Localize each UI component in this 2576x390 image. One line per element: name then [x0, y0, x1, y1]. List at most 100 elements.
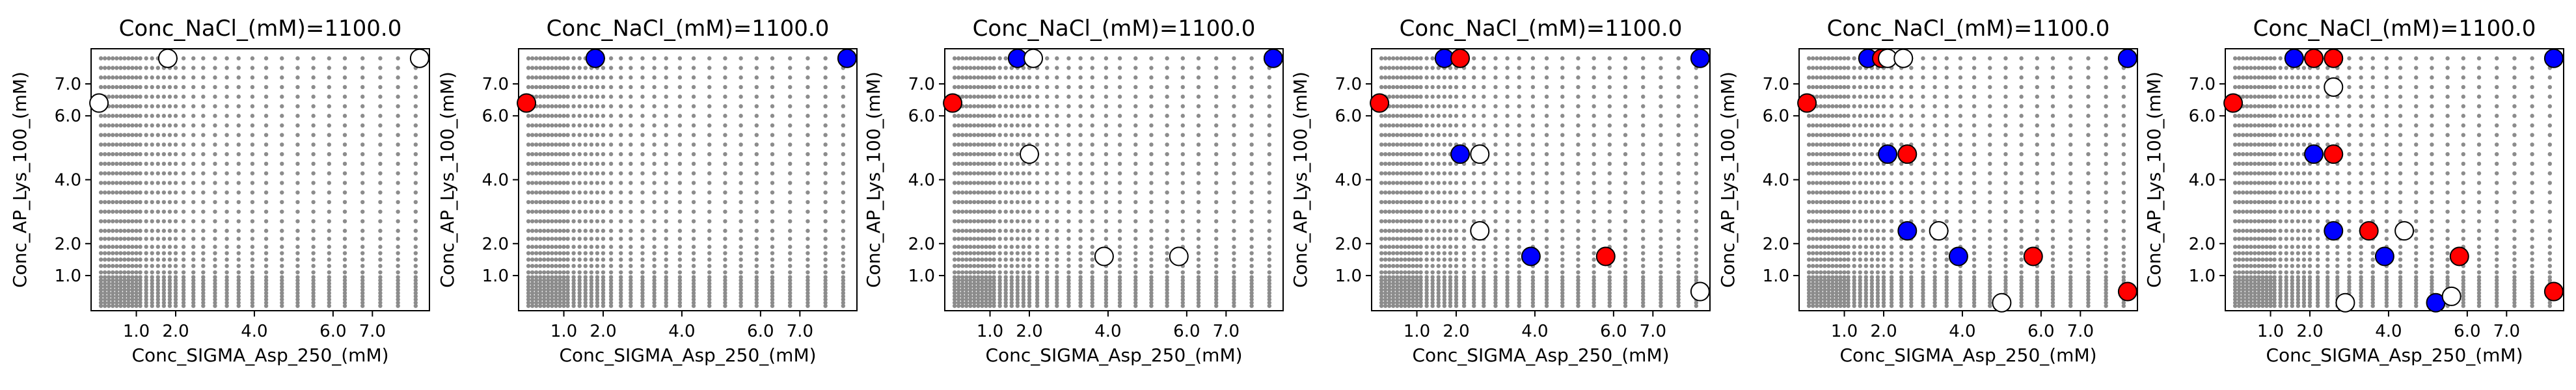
chart-2-grid-point	[562, 251, 566, 255]
chart-2-grid-point	[841, 114, 846, 118]
chart-3-grid-point	[1165, 284, 1169, 289]
chart-2-grid-point	[554, 287, 558, 292]
chart-2-grid-point	[589, 171, 594, 176]
chart-1-grid-point	[118, 84, 123, 90]
chart-4-grid-point	[1517, 66, 1521, 70]
chart-3-grid-point	[1232, 94, 1236, 99]
chart-4-grid-point	[1659, 75, 1663, 80]
chart-2-grid-point	[723, 237, 727, 241]
chart-1-grid-point	[224, 237, 229, 241]
chart-1-grid-point	[156, 219, 160, 224]
chart-2-grid-point	[677, 228, 683, 233]
chart-3-grid-point	[1180, 270, 1186, 275]
chart-3-grid-point	[952, 66, 957, 70]
chart-4-grid-point	[1560, 291, 1565, 296]
chart-1-grid-point	[413, 275, 418, 280]
chart-4-grid-point	[1530, 133, 1536, 137]
chart-4-grid-point	[1411, 270, 1415, 275]
chart-1-grid-point	[156, 123, 160, 128]
chart-4-grid-point	[1694, 104, 1699, 109]
chart-1-grid-point	[167, 244, 172, 249]
chart-1-grid-point	[342, 200, 347, 205]
chart-4-grid-point	[1461, 171, 1467, 176]
chart-4-grid-point	[1623, 263, 1628, 268]
chart-2-grid-point	[652, 251, 657, 255]
chart-2-grid-point	[562, 219, 566, 224]
chart-4-grid-point	[1544, 284, 1549, 289]
chart-1-grid-point	[295, 161, 300, 166]
chart-1-grid-point	[264, 251, 269, 255]
chart-2-grid-point	[652, 275, 657, 280]
chart-4-grid-point	[1430, 294, 1435, 299]
chart-4-grid-point	[1576, 219, 1580, 224]
chart-2-grid-point	[677, 171, 683, 176]
chart-1-grid-point	[102, 228, 107, 233]
chart-3-grid-point	[1232, 257, 1236, 262]
chart-3-grid-point	[1035, 142, 1040, 147]
chart-2-grid-point	[571, 84, 576, 90]
chart-1-grid-point	[102, 257, 107, 262]
chart-3-grid-point	[1214, 123, 1219, 128]
chart-4-grid-point	[1424, 94, 1429, 99]
chart-3-grid-point	[1027, 251, 1032, 255]
chart-4-grid-point	[1436, 190, 1441, 195]
chart-3-grid-point	[980, 294, 984, 299]
chart-3-grid-point	[1249, 257, 1254, 262]
chart-1-grid-point	[144, 133, 148, 137]
chart-3-grid-point	[1055, 251, 1059, 255]
chart-3-grid-point	[1117, 304, 1122, 308]
chart-4-grid-point	[1399, 66, 1403, 70]
chart-1-grid-point	[280, 66, 284, 70]
chart-3-grid-point	[1232, 297, 1236, 302]
chart-3-grid-point	[1015, 228, 1020, 233]
chart-1-grid-point	[250, 66, 255, 70]
chart-1-grid-point	[236, 228, 241, 233]
chart-3-grid-point	[968, 291, 973, 296]
chart-4-grid-point	[1482, 294, 1486, 299]
chart-3-grid-point	[1015, 161, 1020, 166]
chart-1-grid-point	[156, 251, 160, 255]
chart-2-grid-point	[707, 133, 712, 137]
chart-4-grid-point	[1454, 190, 1459, 195]
chart-1-grid-point	[413, 297, 418, 302]
chart-2-grid-point	[577, 304, 582, 308]
chart-4-grid-point	[1436, 151, 1441, 157]
chart-3-grid-point	[1066, 297, 1071, 302]
chart-3-grid-point	[1267, 297, 1272, 302]
chart-3-grid-point	[992, 123, 996, 128]
chart-1-grid-point	[360, 294, 365, 299]
chart-4-grid-point	[1407, 190, 1411, 195]
chart-1-grid-point	[360, 263, 365, 268]
chart-1-grid-point	[191, 297, 196, 302]
chart-4-grid-point	[1379, 304, 1384, 308]
chart-2-grid-point	[754, 270, 759, 275]
chart-4-grid-point	[1505, 66, 1510, 70]
chart-4-grid-point	[1576, 251, 1580, 255]
chart-3-grid-point	[968, 304, 973, 308]
chart-2-grid-point	[754, 161, 759, 166]
chart-2-grid-point	[538, 94, 543, 99]
chart-2-grid-point	[554, 200, 558, 205]
chart-4-grid-point	[1472, 66, 1476, 70]
chart-4-grid-point	[1607, 56, 1612, 60]
chart-5-grid-point	[1810, 75, 1815, 80]
chart-4-grid-point	[1403, 190, 1407, 195]
chart-2-grid-point	[723, 200, 727, 205]
chart-2-grid-point	[583, 278, 588, 283]
chart-1-grid-point	[264, 161, 269, 166]
chart-2-grid-point	[577, 190, 582, 195]
chart-2-grid-point	[526, 263, 531, 268]
chart-3-grid-point	[976, 228, 981, 233]
chart-3-grid-point	[1003, 209, 1008, 214]
chart-3-grid-point	[1214, 304, 1219, 308]
chart-1-grid-point	[295, 123, 300, 128]
chart-4-grid-point	[1676, 278, 1681, 283]
chart-2-grid-point	[601, 219, 606, 224]
chart-4-grid-point	[1379, 114, 1384, 118]
chart-4-grid-point	[1407, 114, 1411, 118]
chart-2-grid-point	[739, 263, 743, 268]
chart-4-grid-point	[1407, 209, 1411, 214]
chart-1-grid-point	[167, 294, 172, 299]
chart-4-grid-point	[1607, 161, 1612, 166]
chart-1-grid-point	[111, 151, 115, 157]
